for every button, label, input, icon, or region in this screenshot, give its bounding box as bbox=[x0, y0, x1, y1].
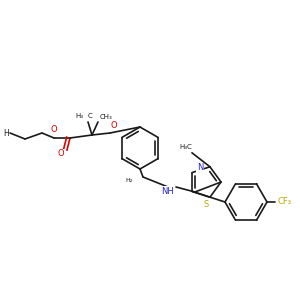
Text: H₃C: H₃C bbox=[180, 144, 192, 150]
Text: H₃: H₃ bbox=[75, 113, 83, 119]
Text: O: O bbox=[58, 149, 64, 158]
Text: S: S bbox=[203, 200, 208, 209]
Text: O: O bbox=[51, 125, 57, 134]
Text: CH₃: CH₃ bbox=[100, 114, 112, 120]
Text: H: H bbox=[3, 128, 9, 137]
Text: N: N bbox=[197, 163, 203, 172]
Text: C: C bbox=[88, 113, 92, 119]
Text: H₂: H₂ bbox=[125, 178, 133, 182]
Text: CF₃: CF₃ bbox=[278, 197, 292, 206]
Text: O: O bbox=[111, 121, 117, 130]
Text: NH: NH bbox=[162, 187, 174, 196]
